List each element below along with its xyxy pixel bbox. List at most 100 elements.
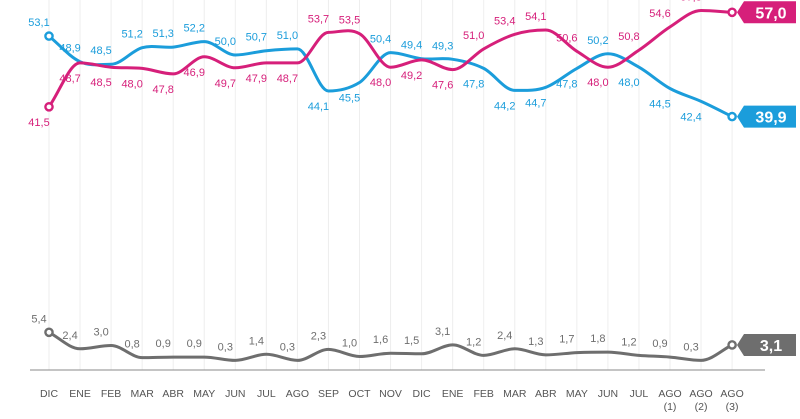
data-label-magenta: 48,0 [121,78,142,90]
x-tick-label: ENE [69,388,91,400]
data-label-magenta: 53,4 [494,15,515,27]
end-badge-magenta: 57,0 [737,1,796,24]
end-badge-blue: 39,9 [737,105,796,128]
point-gray [727,340,737,350]
point-magenta [44,102,54,112]
x-axis: DIC ENE FEB MAR ABR MAY JUN JUL AGO SEP OCT NOV DIC E… [40,388,744,413]
data-label-blue: 47,8 [463,78,484,90]
x-tick-label: SEP [318,388,339,400]
data-label-magenta: 47,6 [432,80,453,92]
point-blue [44,31,54,41]
x-tick-label: NOV [379,388,402,400]
end-badge-value: 39,9 [755,110,786,127]
data-label-gray: 5,4 [31,313,46,325]
end-badge-shape [737,105,796,128]
data-label-blue: 45,5 [339,92,360,104]
data-label-gray: 1,8 [590,333,605,345]
x-tick-label: ABR [162,388,184,400]
end-badge-shape [737,333,796,356]
data-label-magenta: 48,0 [370,77,391,89]
data-label-magenta: 49,7 [215,78,236,90]
data-label-blue: 44,7 [525,97,546,109]
x-tick-label: FEB [101,388,121,400]
x-tick-label: ENE [442,388,464,400]
data-label-blue: 48,5 [90,45,111,57]
data-label-magenta: 48,7 [277,73,298,85]
x-tick-label: OCT [348,388,371,400]
series-line-blue [47,34,734,119]
data-label-blue: 53,1 [28,17,49,29]
data-label-gray: 0,3 [218,341,233,353]
end-badge-value: 57,0 [755,5,786,22]
data-label-blue: 50,0 [215,36,236,48]
x-tick-label: AGO [286,388,309,400]
data-label-blue: 51,3 [152,28,173,40]
x-tick-label: AGO [720,388,743,400]
data-label-magenta: 57,3 [680,0,701,3]
x-tick-label: (2) [695,401,708,413]
data-label-blue: 48,9 [59,43,80,55]
chart-data-labels: 53,1 48,9 48,5 51,2 51,3 52,2 50,0 50,7 51,0 44,1… [28,0,701,353]
data-label-gray: 2,4 [497,330,512,342]
data-label-magenta: 46,9 [184,67,205,79]
end-badges: 39,9 57,0 3,1 [737,1,796,356]
data-label-blue: 51,2 [121,29,142,41]
data-label-gray: 1,4 [249,335,264,347]
data-label-blue: 44,1 [308,101,329,113]
series-line-magenta [47,8,734,109]
data-label-magenta: 50,6 [556,32,577,44]
data-label-magenta: 53,5 [339,15,360,27]
data-label-gray: 1,6 [373,334,388,346]
data-label-blue: 52,2 [184,23,205,35]
data-label-gray: 2,4 [62,330,77,342]
data-label-magenta: 54,6 [649,8,670,20]
data-label-blue: 50,7 [246,32,267,44]
data-label-magenta: 41,5 [28,117,49,129]
data-label-magenta: 47,8 [152,84,173,96]
data-label-gray: 0,3 [683,341,698,353]
data-label-blue: 51,0 [277,30,298,42]
data-label-gray: 3,1 [435,326,450,338]
data-label-gray: 0,3 [280,341,295,353]
x-tick-label: DIC [40,388,59,400]
x-tick-label: (1) [664,401,677,413]
data-label-magenta: 53,7 [308,13,329,25]
point-blue [727,111,737,122]
data-label-magenta: 48,7 [59,73,80,85]
end-badge-gray: 3,1 [737,333,796,356]
data-label-blue: 50,2 [587,35,608,47]
data-label-gray: 1,2 [466,336,481,348]
data-label-magenta: 50,8 [618,31,639,43]
data-label-gray: 0,9 [187,338,202,350]
data-label-blue: 44,2 [494,100,515,112]
data-label-blue: 49,3 [432,40,453,52]
x-tick-label: (3) [726,401,739,413]
data-label-gray: 1,5 [404,335,419,347]
data-label-gray: 1,2 [621,336,636,348]
data-label-blue: 49,4 [401,40,422,52]
data-label-blue: 47,8 [556,78,577,90]
data-label-blue: 44,5 [649,99,670,111]
x-tick-label: MAY [193,388,215,400]
data-label-magenta: 48,0 [587,77,608,89]
x-tick-label: AGO [689,388,712,400]
data-label-magenta: 51,0 [463,30,484,42]
data-label-magenta: 47,9 [246,73,267,85]
x-tick-label: MAY [566,388,588,400]
data-label-gray: 0,9 [156,338,171,350]
x-tick-label: JUN [225,388,245,400]
x-tick-label: DIC [413,388,432,400]
chart-series [44,7,737,362]
series-line-gray [47,330,734,362]
data-label-gray: 1,3 [528,336,543,348]
data-label-gray: 0,8 [125,339,140,351]
x-tick-label: JUL [257,388,276,400]
data-label-gray: 2,3 [311,330,326,342]
x-tick-label: ABR [535,388,557,400]
chart-grid [30,0,765,371]
end-badge-shape [737,1,796,24]
x-tick-label: FEB [473,388,493,400]
data-label-magenta: 48,5 [90,77,111,89]
data-label-blue: 48,0 [618,77,639,89]
